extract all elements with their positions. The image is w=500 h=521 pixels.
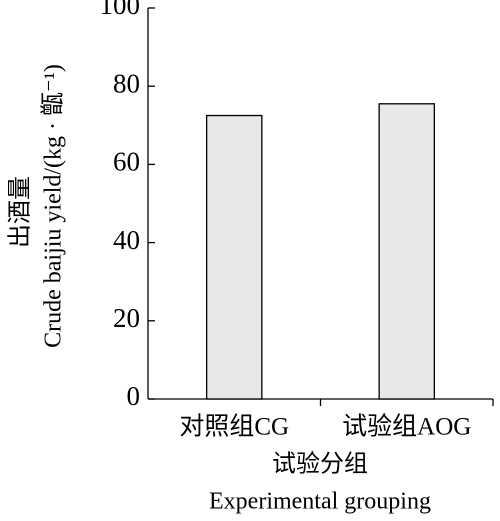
x-axis-title: Experimental grouping: [209, 489, 431, 515]
x-tick-label: 试验组AOG: [342, 413, 471, 441]
y-axis-title: Crude baijiu yield/(kg · 甑⁻¹): [40, 64, 67, 348]
bar: [205, 114, 263, 400]
y-tick-label: 100: [100, 0, 141, 20]
bar: [378, 103, 435, 400]
y-tick-label: 0: [127, 381, 141, 411]
y-tick-label: 20: [113, 303, 140, 333]
y-tick-label: 60: [113, 147, 140, 177]
y-tick-label: 40: [113, 225, 140, 255]
y-axis-title: 出酒量: [7, 176, 34, 248]
x-axis-title: 试验分组: [272, 451, 368, 478]
y-tick-label: 80: [113, 68, 140, 98]
x-tick-label: 对照组CG: [179, 413, 289, 441]
